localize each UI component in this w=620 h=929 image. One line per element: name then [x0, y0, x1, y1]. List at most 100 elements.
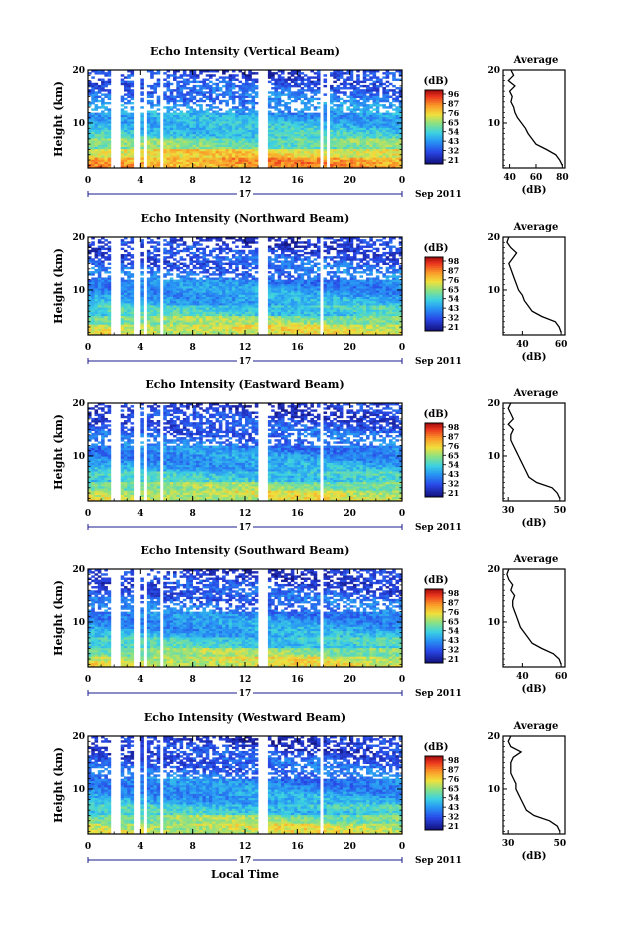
heatmap-cell [97, 127, 102, 130]
heatmap-cell [251, 144, 256, 147]
heatmap-cell [248, 89, 252, 92]
heatmap-cell [297, 165, 301, 169]
heatmap-cell [297, 72, 301, 75]
heatmap-cell [241, 153, 246, 156]
heatmap-cell [88, 296, 92, 300]
heatmap-cell [222, 311, 226, 314]
heatmap-cell [199, 129, 203, 133]
heatmap-cell [284, 116, 288, 120]
heatmap-cell [228, 80, 233, 84]
heatmap-cell [313, 106, 318, 109]
heatmap-cell [186, 311, 190, 314]
heatmap-cell [166, 101, 171, 105]
heatmap-cell [153, 165, 157, 169]
heatmap-cell [251, 315, 256, 319]
heatmap-cell [248, 326, 252, 329]
heatmap-cell [385, 95, 390, 98]
heatmap-cell [248, 133, 252, 137]
heatmap-cell [379, 157, 383, 160]
heatmap-cell [372, 133, 377, 137]
heatmap-cell [356, 136, 360, 139]
heatmap-cell [382, 165, 386, 169]
heatmap-cell [179, 328, 184, 332]
heatmap-cell [339, 296, 344, 300]
heatmap-cell [297, 150, 301, 154]
heatmap-cell [300, 303, 305, 306]
heatmap-cell [173, 155, 177, 158]
heatmap-cell [88, 165, 92, 169]
heatmap-cell [215, 131, 220, 135]
heatmap-cell [245, 127, 249, 130]
heatmap-cell [307, 108, 311, 111]
heatmap-cell [150, 87, 154, 90]
heatmap-cell [166, 82, 171, 86]
heatmap-cell [267, 133, 272, 137]
heatmap-cell [222, 123, 226, 126]
heatmap-cell [372, 165, 377, 169]
heatmap-cell [245, 76, 249, 79]
heatmap-cell [176, 148, 180, 152]
heatmap-cell [222, 159, 226, 162]
heatmap-cell [225, 127, 229, 130]
heatmap-cell [205, 104, 210, 107]
heatmap-cell [349, 148, 354, 152]
heatmap-cell [388, 330, 393, 334]
heatmap-cell [199, 332, 203, 336]
heatmap-cell [166, 108, 171, 111]
heatmap-cell [182, 332, 187, 336]
heatmap-cell [323, 296, 328, 300]
heatmap-cell [173, 332, 177, 336]
heatmap-cell [271, 82, 275, 86]
heatmap-cell [123, 140, 128, 143]
heatmap-cell [392, 78, 396, 81]
heatmap-cell [189, 80, 193, 84]
heatmap-cell [228, 148, 233, 152]
heatmap-cell [290, 153, 295, 156]
heatmap-cell [333, 317, 337, 321]
heatmap-cell [267, 313, 272, 317]
heatmap-cell [267, 112, 272, 116]
heatmap-cell [107, 80, 112, 84]
heatmap-cell [209, 93, 213, 96]
heatmap-cell [251, 91, 256, 94]
heatmap-cell [189, 144, 193, 147]
heatmap-cell [362, 78, 367, 81]
heatmap-cell [280, 144, 285, 147]
heatmap-cell [330, 324, 334, 327]
heatmap-cell [372, 70, 377, 73]
heatmap-cell [153, 89, 157, 92]
heatmap-cell [330, 326, 334, 329]
heatmap-cell [94, 125, 99, 128]
heatmap-cell [385, 161, 390, 165]
heatmap-cell [94, 305, 99, 308]
heatmap-cell [343, 159, 347, 162]
heatmap-cell [343, 93, 347, 96]
heatmap-cell [349, 315, 354, 319]
heatmap-cell [284, 148, 288, 152]
heatmap-cell [382, 153, 386, 156]
heatmap-cell [163, 123, 167, 126]
heatmap-cell [277, 298, 282, 302]
heatmap-cell [156, 153, 161, 156]
heatmap-cell [303, 106, 308, 109]
heatmap-cell [336, 317, 341, 321]
heatmap-cell [379, 121, 383, 124]
heatmap-cell [388, 148, 393, 152]
heatmap-cell [176, 294, 180, 297]
heatmap-cell [176, 89, 180, 92]
heatmap-cell [392, 328, 396, 332]
heatmap-cell [271, 307, 275, 310]
heatmap-cell [195, 112, 200, 116]
heatmap-cell [254, 309, 259, 312]
heatmap-cell [359, 119, 364, 122]
heatmap-cell [101, 294, 105, 297]
heatmap-cell [313, 127, 318, 130]
heatmap-cell [300, 127, 305, 130]
heatmap-cell [336, 300, 341, 304]
heatmap-cell [241, 133, 246, 137]
heatmap-cell [333, 142, 337, 145]
heatmap-cell [280, 320, 285, 323]
heatmap-cell [215, 296, 220, 300]
heatmap-cell [294, 70, 298, 73]
heatmap-cell [91, 165, 95, 169]
